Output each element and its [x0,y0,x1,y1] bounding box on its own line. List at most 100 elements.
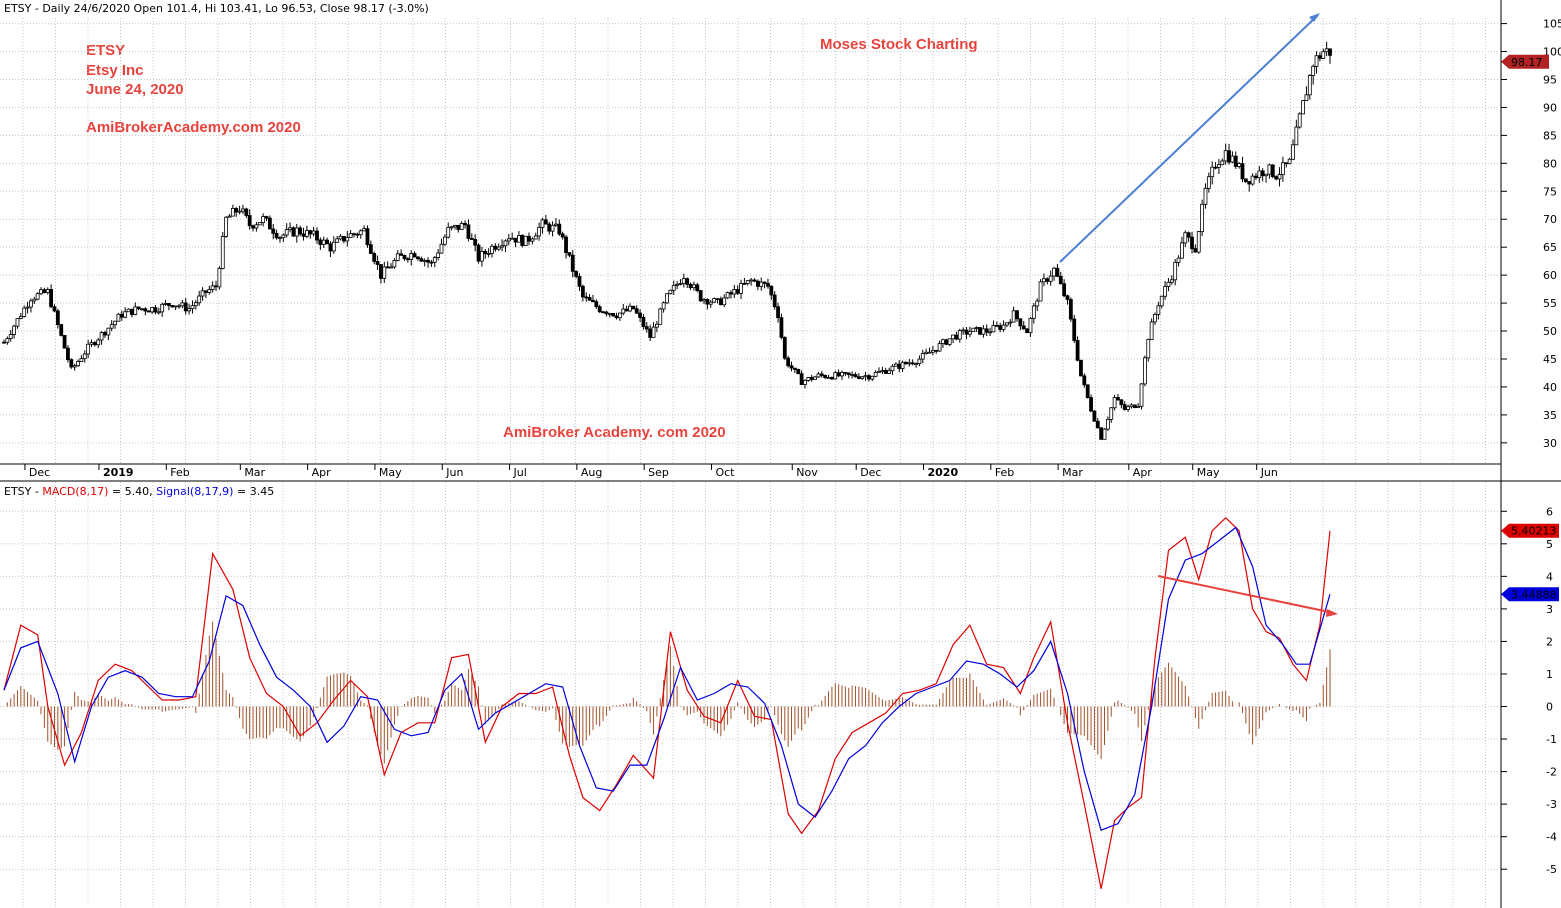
candle-down [1247,181,1252,185]
macd-tick-label: 6 [1546,505,1553,518]
candle-up [99,332,104,341]
candle-down [328,243,333,252]
candle-down [1260,170,1265,177]
candle-down [1270,164,1275,178]
candle-down [355,233,360,236]
month-label: Jul [513,466,527,479]
candle-down [419,258,424,262]
macd-tick-label: 5 [1546,538,1553,551]
candle-up [806,376,811,381]
price-pane-header: ETSY - Daily 24/6/2020 Open 101.4, Hi 10… [4,2,429,15]
price-tick-label: 80 [1543,157,1557,170]
candle-down [466,224,471,239]
macd-grid [0,482,1500,908]
candle-up [362,228,367,232]
candle-up [1304,94,1309,101]
candle-up [930,349,935,353]
candle-up [725,292,730,299]
candle-up [392,260,397,268]
candle-up [1210,166,1215,178]
candle-down [994,324,999,327]
candle-up [106,327,111,336]
candle-up [1139,383,1144,407]
candle-down [564,236,568,253]
candle-down [597,306,602,313]
candle-down [143,308,148,312]
candle-up [29,300,33,308]
candle-up [1028,317,1033,334]
macd-pane-header: ETSY - MACD(8,17) = 5.40, Signal(8,17,9)… [4,485,274,498]
candle-down [251,225,255,229]
candle-up [338,235,343,240]
candle-down [984,328,989,333]
macd-value-tag-label: 5.40213 [1511,525,1557,538]
price-tick-label: 75 [1543,185,1557,198]
candle-down [944,339,949,345]
month-label: May [1197,466,1220,479]
candle-up [79,358,84,362]
candle-up [1142,357,1147,385]
candle-down [2,341,6,344]
candle-down [856,376,861,379]
candle-down [594,301,599,308]
candle-down [92,342,97,346]
candle-up [907,362,912,365]
candle-up [533,235,538,240]
price-tick-label: 40 [1543,381,1557,394]
candle-down [1233,155,1238,167]
candle-up [974,327,979,329]
candle-up [1180,242,1184,259]
candle-down [1045,278,1050,282]
candle-up [335,238,340,243]
candle-down [1065,295,1070,300]
candle-down [204,290,208,293]
candle-down [527,235,531,242]
trend-arrow-up-head [1309,13,1320,22]
candle-up [382,266,387,279]
macd-legend: MACD(8,17) [42,485,108,498]
candle-up [661,302,666,310]
candle-up [1200,203,1205,233]
candle-up [1035,300,1040,307]
candle-down [1089,397,1093,412]
candle-down [1240,163,1245,180]
price-tick-label: 45 [1543,353,1557,366]
candle-up [1105,419,1110,430]
candle-up [190,305,195,310]
candle-up [1146,339,1151,359]
candle-up [1052,267,1056,277]
price-tick-label: 55 [1543,297,1557,310]
candle-down [1213,166,1218,169]
candle-down [493,245,498,250]
candle-down [772,294,777,308]
candle-down [146,310,151,313]
macd-histogram [6,621,1331,764]
candle-down [183,302,188,312]
candle-down [634,308,639,314]
candle-down [836,372,841,377]
candle-down [705,299,710,305]
candle-down [52,306,57,312]
candle-down [904,361,908,365]
candle-down [823,375,828,378]
candle-up [1031,305,1036,319]
macd-y-axis: 6 5 4 3 2 1 0 -1 -2 -3 -4 -5 [1501,505,1557,876]
candle-down [298,227,303,235]
macd-tick-label: -3 [1546,798,1557,811]
candle-up [1102,428,1107,440]
last-price-tag-label: 98.17 [1511,56,1543,69]
candle-up [133,306,138,315]
candle-up [395,253,400,261]
candle-up [187,308,192,312]
candle-up [681,278,686,284]
macd-value-tags: 5.40213 3.44888 [1501,523,1559,602]
candle-up [617,312,622,319]
candle-down [819,373,824,376]
candle-down [567,252,572,256]
candle-down [762,281,767,284]
candle-up [1301,100,1305,115]
candle-down [782,336,787,359]
candle-up [732,289,737,295]
candle-up [1183,232,1188,244]
